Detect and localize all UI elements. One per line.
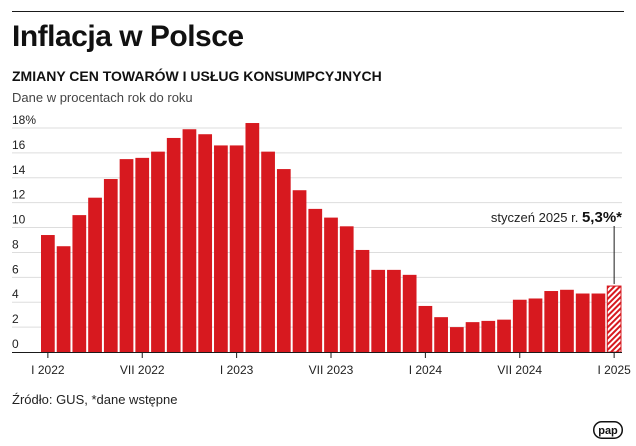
x-tick-label: I 2024 [409, 363, 443, 377]
bar [261, 151, 275, 352]
bar [245, 123, 260, 353]
bar [481, 320, 496, 352]
bar [339, 226, 354, 352]
bar [41, 235, 55, 352]
annotation-value: 5,3%* [582, 209, 622, 226]
pap-logo: pap [593, 421, 623, 439]
bar [528, 298, 543, 352]
bar [72, 215, 87, 352]
svg-text:pap: pap [598, 425, 618, 437]
annotation-date: styczeń 2025 r. [491, 210, 582, 225]
source-note: Źródło: GUS, *dane wstępne [12, 392, 178, 407]
bar [465, 322, 480, 352]
bar [88, 197, 102, 352]
bar [355, 249, 370, 352]
bar [434, 317, 448, 352]
bar [308, 208, 323, 352]
y-tick-label: 18% [12, 113, 36, 127]
bar [387, 269, 401, 352]
bar [166, 137, 181, 352]
top-rule [12, 11, 624, 12]
y-tick-label: 0 [12, 337, 19, 351]
bar [371, 269, 386, 352]
y-tick-label: 8 [12, 237, 19, 251]
bar [103, 179, 118, 352]
bar [402, 274, 417, 352]
bar [214, 145, 228, 352]
x-tick-label: I 2022 [31, 363, 65, 377]
bar [135, 157, 150, 352]
bar [544, 291, 559, 352]
y-tick-label: 12 [12, 188, 26, 202]
y-tick-label: 4 [12, 287, 19, 301]
bar [151, 151, 165, 352]
bar [575, 293, 590, 352]
bar [449, 327, 464, 352]
page-title: Inflacja w Polsce [12, 20, 244, 53]
bar [56, 246, 71, 352]
bar [276, 169, 291, 352]
bar [198, 134, 213, 352]
y-tick-label: 16 [12, 138, 26, 152]
bar [560, 289, 574, 352]
bar [292, 190, 307, 352]
bar [512, 299, 527, 352]
x-tick-label: I 2023 [220, 363, 254, 377]
bar [497, 319, 511, 352]
y-tick-label: 10 [12, 213, 26, 227]
y-tick-label: 14 [12, 163, 26, 177]
bar [591, 293, 606, 352]
y-tick-label: 2 [12, 312, 19, 326]
x-tick-label: VII 2022 [120, 363, 165, 377]
x-tick-label: I 2025 [597, 363, 631, 377]
annotation-label: styczeń 2025 r. 5,3%* [491, 209, 622, 226]
bar [229, 145, 244, 352]
chart-subtitle: ZMIANY CEN TOWARÓW I USŁUG KONSUMPCYJNYC… [12, 68, 382, 84]
bar [182, 129, 197, 352]
y-tick-label: 6 [12, 262, 19, 276]
bar [119, 159, 134, 352]
x-tick-label: VII 2024 [497, 363, 542, 377]
bar [324, 217, 338, 352]
chart-description: Dane w procentach rok do roku [12, 90, 193, 105]
x-tick-label: VII 2023 [309, 363, 354, 377]
bar [418, 305, 433, 352]
bar [606, 285, 622, 353]
